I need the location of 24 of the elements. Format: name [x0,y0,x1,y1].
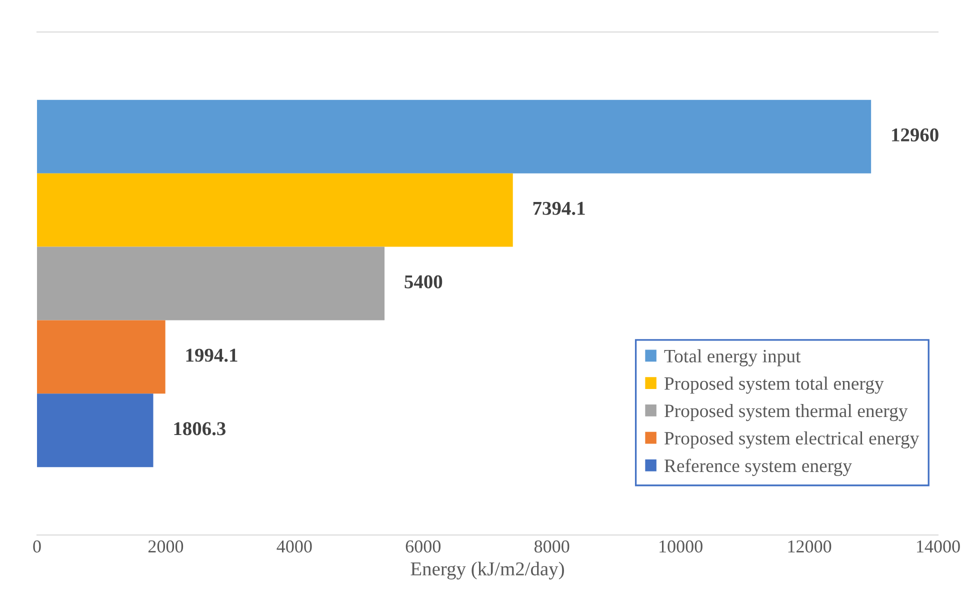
legend-label: Total energy input [664,349,801,366]
bar [37,320,166,394]
bar [37,100,872,174]
legend-label: Proposed system thermal energy [664,404,908,422]
x-axis-title: Energy (kJ/m2/day) [410,562,564,580]
x-tick-label: 14000 [917,540,960,553]
legend-label: Proposed system total energy [664,376,884,394]
data-label: 1806.3 [174,422,226,436]
data-label: 5400 [404,275,442,288]
x-tick-label: 0 [33,540,41,553]
bar [37,246,385,320]
bar [37,173,513,247]
bar [37,394,154,468]
x-tick-label: 2000 [148,540,184,553]
x-tick-label: 4000 [276,540,312,553]
x-tick-label: 6000 [406,540,441,553]
x-tick-label: 8000 [534,540,570,553]
data-label: 7394.1 [533,202,585,216]
x-tick-label: 12000 [788,540,832,553]
legend-label: Proposed system electrical energy [664,431,920,448]
x-tick-label: 10000 [660,540,702,553]
legend-label: Reference system energy [664,458,852,476]
data-label: 1994.1 [186,348,238,362]
data-label: 12960 [892,128,938,142]
